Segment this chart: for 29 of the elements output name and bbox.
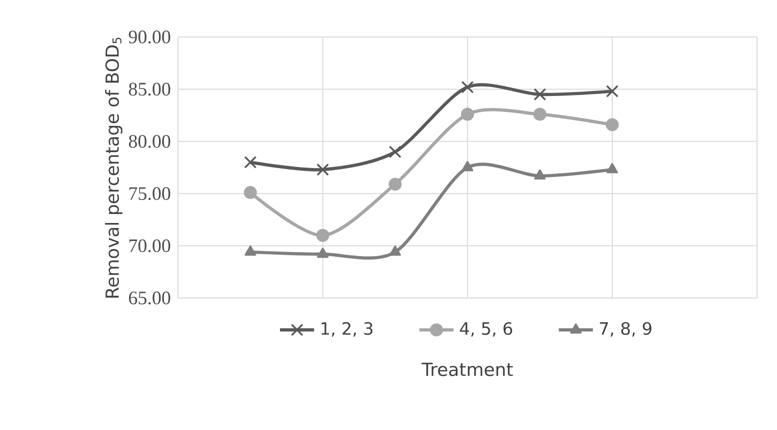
y-tick-label: 65.00 — [129, 292, 170, 304]
point — [244, 246, 256, 256]
point — [244, 186, 257, 200]
point — [606, 163, 618, 174]
point — [534, 88, 546, 101]
point — [244, 156, 257, 169]
legend-label: 4, 5, 6 — [460, 322, 512, 337]
point — [388, 146, 402, 158]
point — [606, 85, 619, 98]
point — [606, 118, 619, 132]
point — [533, 108, 546, 121]
point — [317, 248, 328, 258]
point — [316, 163, 330, 176]
point — [460, 108, 474, 121]
legend-label: 1, 2, 3 — [322, 322, 372, 337]
point — [462, 161, 474, 172]
y-tick-label: 85.00 — [128, 82, 170, 96]
y-tick-label: 80.00 — [128, 134, 170, 148]
y-tick-label: 75.00 — [129, 187, 170, 200]
point — [389, 246, 401, 256]
x-axis-title: Treatment — [422, 362, 513, 376]
y-tick-label: 70.00 — [129, 239, 170, 252]
point — [388, 178, 402, 191]
legend-label: 7, 8, 9 — [600, 322, 652, 337]
point — [316, 228, 330, 242]
point — [534, 169, 546, 180]
y-axis-title: Removal percentage of BOD$_{5}$ — [105, 38, 122, 298]
y-tick-label: 90.00 — [128, 30, 170, 44]
point — [461, 80, 474, 94]
